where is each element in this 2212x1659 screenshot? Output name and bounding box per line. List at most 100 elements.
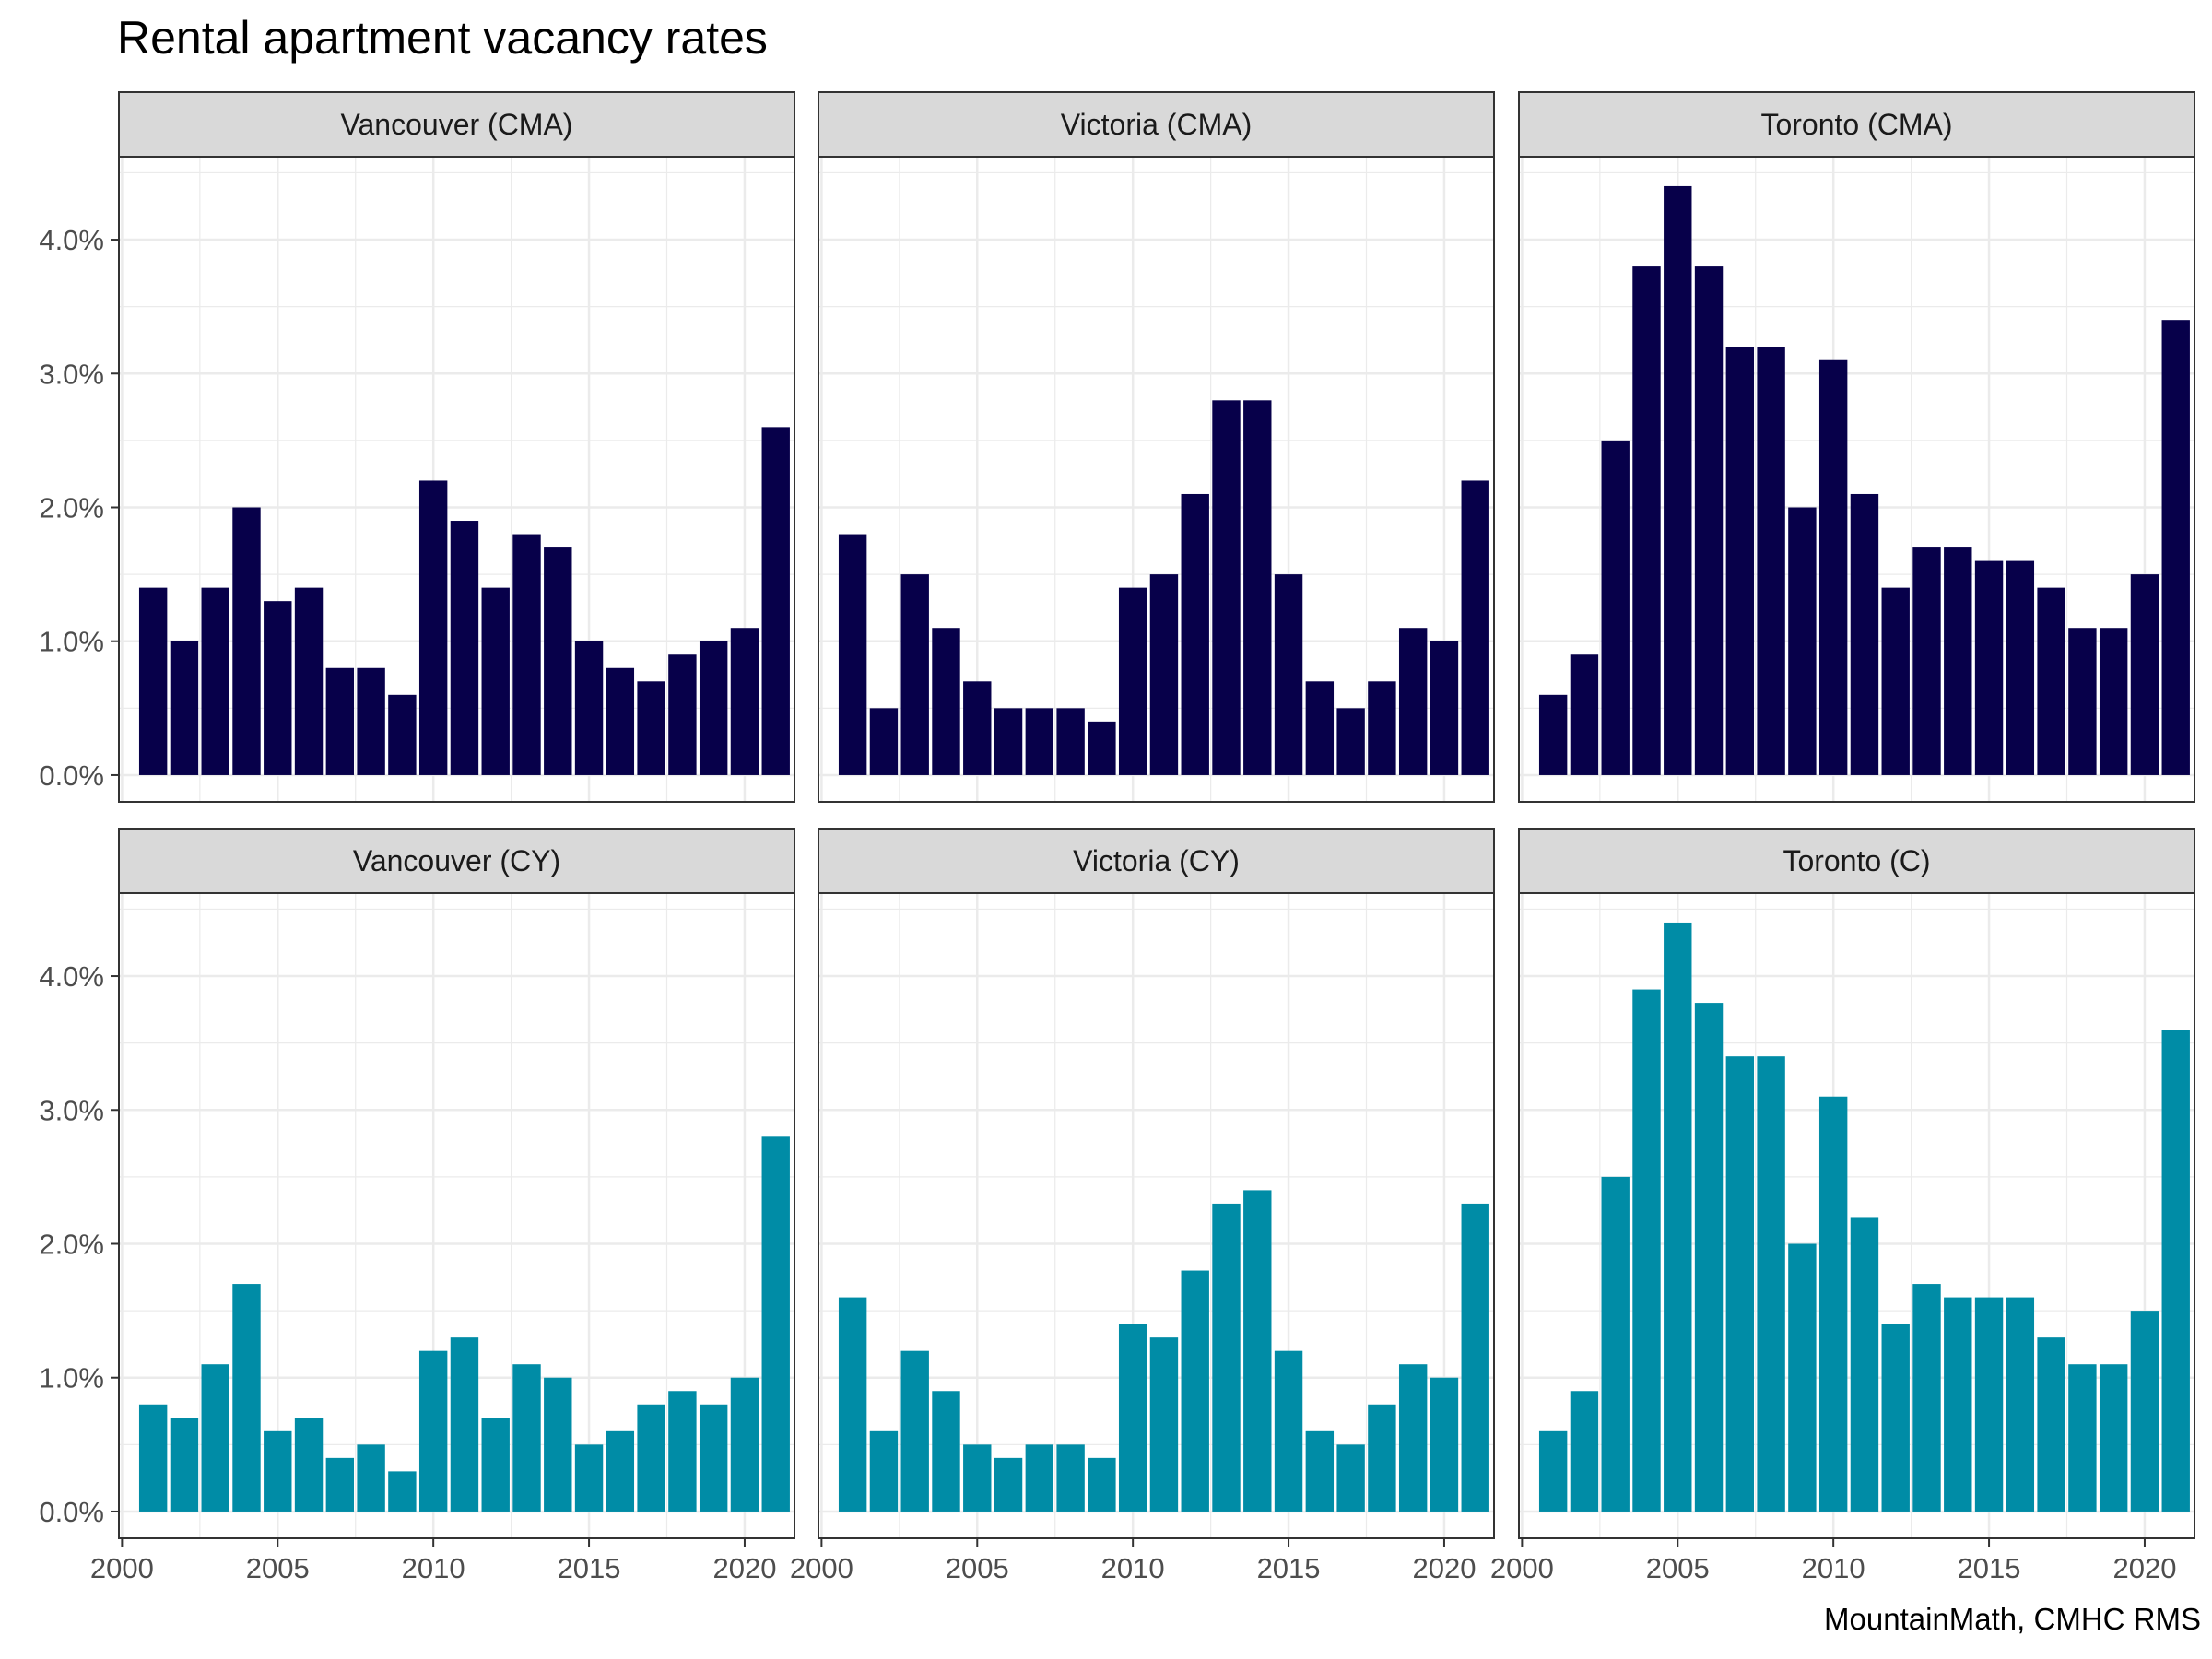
facet-strip-label: Victoria (CY) <box>1073 844 1240 877</box>
bar <box>1694 266 1724 775</box>
bar <box>1694 1003 1724 1512</box>
facet-panel: Victoria (CMA) <box>818 91 1524 803</box>
bar <box>1274 1350 1303 1512</box>
bar <box>730 1377 759 1512</box>
x-tick-label: 2015 <box>558 1552 621 1584</box>
bar <box>357 1444 385 1512</box>
bar <box>1368 1404 1396 1512</box>
bar <box>201 1364 229 1512</box>
x-tick-label: 2020 <box>2112 1552 2176 1584</box>
bar <box>637 681 665 775</box>
facet-strip <box>818 91 1495 158</box>
facet-panel: Toronto (CMA) <box>1518 91 2195 803</box>
bar <box>1538 694 1568 775</box>
bar <box>869 708 899 775</box>
bar <box>450 521 479 775</box>
bar <box>2161 1030 2190 1512</box>
bar <box>1757 347 1785 775</box>
x-tick-label: 2005 <box>1646 1552 1710 1584</box>
bar <box>994 708 1023 775</box>
bar <box>668 654 697 775</box>
bar <box>606 667 635 775</box>
bar <box>574 1444 604 1512</box>
bar <box>1025 1444 1054 1512</box>
bar <box>418 480 448 775</box>
bar <box>481 1418 510 1512</box>
bar <box>869 1430 899 1512</box>
bar <box>1118 1324 1147 1512</box>
bar <box>1336 708 1365 775</box>
x-tick-label: 2010 <box>1101 1552 1165 1584</box>
bar <box>900 574 929 775</box>
bar <box>1664 185 1692 775</box>
bar <box>932 628 960 775</box>
bar <box>1212 400 1241 775</box>
bar <box>963 681 992 775</box>
y-tick-label: 4.0% <box>39 224 104 256</box>
y-tick-label: 3.0% <box>39 358 104 390</box>
x-tick-label: 2000 <box>1490 1552 1554 1584</box>
bar <box>838 534 867 775</box>
bar <box>2130 1311 2159 1512</box>
bar <box>1601 1176 1630 1512</box>
x-tick-label: 2005 <box>246 1552 310 1584</box>
facet-strip <box>1518 91 2195 158</box>
bar <box>1818 359 1848 775</box>
bar <box>294 587 324 775</box>
bar <box>1850 493 1879 775</box>
bar <box>481 587 510 775</box>
bar <box>2130 574 2159 775</box>
x-tick-label: 2000 <box>790 1552 853 1584</box>
y-tick-label: 0.0% <box>39 1496 104 1528</box>
y-tick-label: 2.0% <box>39 1228 104 1260</box>
bar <box>325 1457 355 1512</box>
x-tick-label: 2020 <box>1412 1552 1476 1584</box>
bar <box>1368 681 1396 775</box>
facet-panel: Vancouver (CY) 0.0% 1.0% 2.0% 3.0% 4.0% 2000 20… <box>39 828 824 1584</box>
bar <box>232 1284 261 1512</box>
bar <box>1118 587 1147 775</box>
bar <box>201 587 229 775</box>
bar <box>264 1430 292 1512</box>
bar <box>1912 1284 1941 1512</box>
x-tick-label: 2000 <box>90 1552 154 1584</box>
bar <box>1725 1056 1755 1512</box>
facet-strip <box>818 828 1495 894</box>
bar <box>900 1350 929 1512</box>
y-tick-label: 1.0% <box>39 626 104 658</box>
bar <box>1881 587 1910 775</box>
facet-strip <box>1518 828 2195 894</box>
bar <box>1944 1297 1972 1512</box>
bar <box>761 1136 790 1512</box>
bar <box>1912 547 1941 775</box>
bar <box>1088 1457 1116 1512</box>
bar <box>1944 547 1972 775</box>
bar <box>418 1350 448 1512</box>
bar <box>388 694 417 775</box>
bar <box>512 1364 541 1512</box>
bar <box>574 641 604 775</box>
bar <box>761 427 790 775</box>
bar <box>932 1391 960 1512</box>
bar <box>1725 347 1755 775</box>
caption: MountainMath, CMHC RMS <box>1824 1602 2201 1636</box>
bar <box>1088 721 1116 775</box>
facet-strip-label: Toronto (C) <box>1783 844 1930 877</box>
bar <box>1850 1217 1879 1512</box>
bar <box>699 641 728 775</box>
bar <box>294 1418 324 1512</box>
x-tick-label: 2015 <box>1257 1552 1321 1584</box>
bar <box>1632 989 1661 1512</box>
bar <box>1430 1377 1459 1512</box>
bar <box>138 587 168 775</box>
bar <box>2068 1364 2097 1512</box>
bar <box>1461 480 1489 775</box>
bar <box>170 641 199 775</box>
bar <box>325 667 355 775</box>
bar <box>388 1471 417 1512</box>
bar <box>1664 922 1692 1512</box>
bar <box>699 1404 728 1512</box>
bar <box>1274 574 1303 775</box>
bar <box>1461 1203 1489 1512</box>
bar <box>1788 507 1817 775</box>
